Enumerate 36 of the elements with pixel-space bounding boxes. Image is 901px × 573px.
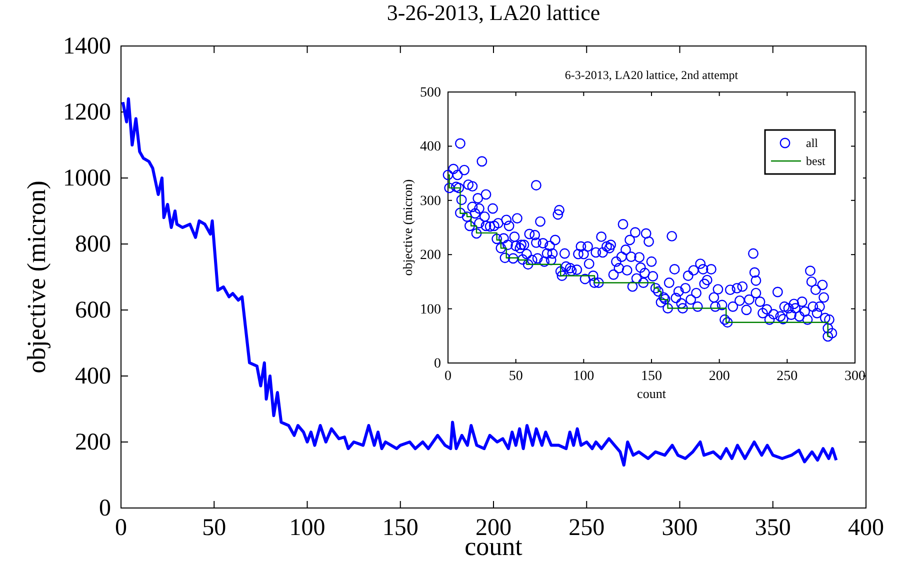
legend-label: all — [806, 136, 819, 150]
y-tick-label: 200 — [420, 248, 441, 264]
y-tick-label: 600 — [75, 298, 111, 324]
x-axis-title: count — [637, 386, 666, 401]
line-series — [121, 97, 838, 467]
x-tick-label: 100 — [573, 368, 594, 384]
y-axis-title: objective (micron) — [400, 179, 415, 276]
x-tick-label: 400 — [848, 515, 884, 542]
x-tick-label: 200 — [708, 368, 730, 384]
y-tick-label: 1400 — [63, 34, 111, 60]
x-tick-label: 250 — [568, 515, 605, 542]
y-tick-label: 0 — [434, 356, 441, 372]
chart-title: 3-26-2013, LA20 lattice — [386, 0, 600, 25]
y-tick-label: 200 — [75, 430, 111, 456]
x-tick-label: 350 — [754, 515, 791, 542]
y-tick-label: 500 — [420, 85, 441, 100]
y-tick-label: 1200 — [63, 100, 111, 126]
x-tick-label: 300 — [844, 368, 866, 384]
x-tick-label: 50 — [202, 515, 226, 542]
y-tick-label: 400 — [420, 140, 441, 155]
x-tick-label: 0 — [444, 368, 452, 384]
y-tick-label: 1000 — [63, 166, 111, 192]
x-tick-label: 100 — [289, 515, 326, 542]
y-tick-label: 100 — [420, 302, 441, 318]
y-tick-label: 800 — [75, 232, 111, 258]
x-tick-label: 0 — [115, 515, 127, 542]
y-tick-label: 300 — [420, 194, 441, 209]
legend-label: best — [806, 154, 826, 168]
x-tick-label: 150 — [382, 515, 418, 542]
x-tick-label: 150 — [641, 368, 662, 384]
chart-title: 6-3-2013, LA20 lattice, 2nd attempt — [564, 68, 739, 82]
y-tick-label: 0 — [99, 496, 111, 522]
y-axis-title: objective (micron) — [22, 180, 51, 374]
x-tick-label: 300 — [662, 515, 698, 542]
x-tick-label: 250 — [776, 368, 798, 384]
x-tick-label: 50 — [508, 368, 523, 384]
